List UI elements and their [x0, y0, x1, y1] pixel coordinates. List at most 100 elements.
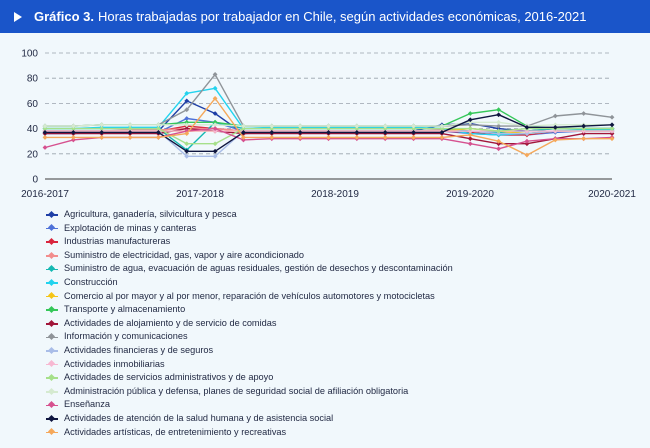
legend-marker-icon [46, 305, 58, 315]
series-10 [42, 72, 615, 129]
legend-item: Actividades financieras y de seguros [46, 344, 636, 358]
data-point [411, 135, 416, 140]
data-point [156, 126, 161, 131]
data-point [269, 126, 275, 131]
legend-item: Administración pública y defensa, planes… [46, 385, 636, 399]
data-point [70, 135, 76, 140]
data-point [212, 141, 218, 147]
data-point [439, 129, 445, 135]
data-point [524, 131, 530, 137]
legend-item: Enseñanza [46, 398, 636, 412]
data-point [127, 135, 133, 140]
data-point [184, 116, 190, 121]
data-point [156, 122, 161, 128]
data-point [212, 153, 218, 159]
chart-title: Horas trabajadas por trabajador en Chile… [97, 9, 587, 24]
legend-label: Actividades de atención de la salud huma… [64, 412, 334, 423]
data-point [524, 128, 530, 134]
data-point [212, 111, 218, 116]
data-point [382, 135, 388, 140]
y-tick-label: 100 [21, 49, 38, 60]
legend-label: Enseñanza [64, 399, 110, 410]
data-point [439, 126, 445, 131]
x-tick-label: 2017-2018 [176, 189, 224, 200]
legend-label: Actividades artísticas, de entretenimien… [64, 426, 287, 437]
series-14 [42, 119, 615, 129]
data-point [496, 128, 501, 134]
data-point [496, 107, 501, 113]
data-point [241, 126, 246, 131]
data-point [99, 126, 105, 131]
legend: Agricultura, ganadería, silvicultura y p… [46, 208, 636, 439]
legend-label: Explotación de minas y canteras [64, 222, 197, 233]
legend-item: Transporte y almacenamiento [46, 303, 636, 317]
data-point [524, 138, 530, 144]
data-point [609, 128, 615, 134]
data-point [326, 126, 331, 131]
data-point [127, 126, 133, 131]
data-point [70, 123, 76, 129]
data-point [581, 136, 587, 142]
data-point [354, 126, 360, 131]
legend-marker-icon [46, 400, 58, 410]
data-point [552, 113, 558, 119]
legend-item: Actividades de atención de la salud huma… [46, 412, 636, 426]
data-point [184, 107, 190, 113]
data-point [184, 126, 190, 131]
data-point [411, 123, 416, 129]
x-tick-label: 2020-2021 [588, 189, 636, 200]
data-point [99, 129, 105, 135]
legend-label: Comercio al por mayor y al por menor, re… [64, 290, 435, 301]
data-point [524, 152, 530, 158]
data-point [496, 126, 501, 131]
y-axis: 0 20 40 60 80 100 [21, 49, 38, 186]
series-line [45, 73, 613, 127]
data-point [439, 135, 445, 140]
legend-marker-icon [46, 210, 58, 220]
data-point [496, 119, 501, 125]
data-point [609, 114, 615, 120]
chart-label: Gráfico 3. [34, 9, 94, 24]
data-point [467, 126, 473, 131]
data-point [552, 128, 558, 134]
chart-header: Gráfico 3. Horas trabajadas por trabajad… [0, 0, 650, 33]
y-tick-label: 80 [27, 74, 39, 85]
data-point [212, 126, 218, 131]
legend-item: Actividades artísticas, de entretenimien… [46, 426, 636, 440]
legend-item: Información y comunicaciones [46, 330, 636, 344]
data-point [581, 123, 587, 129]
y-tick-label: 0 [32, 175, 38, 186]
legend-label: Suministro de electricidad, gas, vapor y… [64, 249, 305, 260]
data-point [382, 126, 388, 131]
data-point [42, 129, 48, 135]
legend-label: Agricultura, ganadería, silvicultura y p… [64, 209, 237, 219]
legend-marker-icon [46, 427, 58, 437]
data-point [184, 119, 190, 125]
legend-item: Agricultura, ganadería, silvicultura y p… [46, 208, 636, 222]
line-chart: 0 20 40 60 80 100 2016-2017 2017-2018 2018-2019… [21, 49, 636, 201]
legend-label: Industrias manufactureras [64, 236, 171, 247]
data-point [184, 141, 190, 147]
data-point [382, 129, 388, 135]
series-group [42, 72, 615, 159]
data-point [609, 122, 615, 128]
data-point [581, 126, 587, 131]
data-point [42, 123, 48, 129]
data-point [581, 131, 587, 137]
data-point [467, 117, 473, 123]
data-point [297, 123, 303, 129]
data-point [552, 124, 558, 130]
legend-marker-icon [46, 373, 58, 383]
data-point [496, 131, 501, 137]
data-point [581, 111, 587, 116]
data-point [127, 129, 133, 135]
legend-marker-icon [46, 387, 58, 397]
data-point [42, 135, 48, 140]
legend-item: Comercio al por mayor y al por menor, re… [46, 290, 636, 304]
data-point [212, 122, 218, 128]
data-point [467, 136, 473, 142]
data-point [212, 72, 218, 77]
data-point [496, 123, 501, 129]
legend-item: Actividades inmobiliarias [46, 358, 636, 372]
data-point [297, 126, 303, 131]
